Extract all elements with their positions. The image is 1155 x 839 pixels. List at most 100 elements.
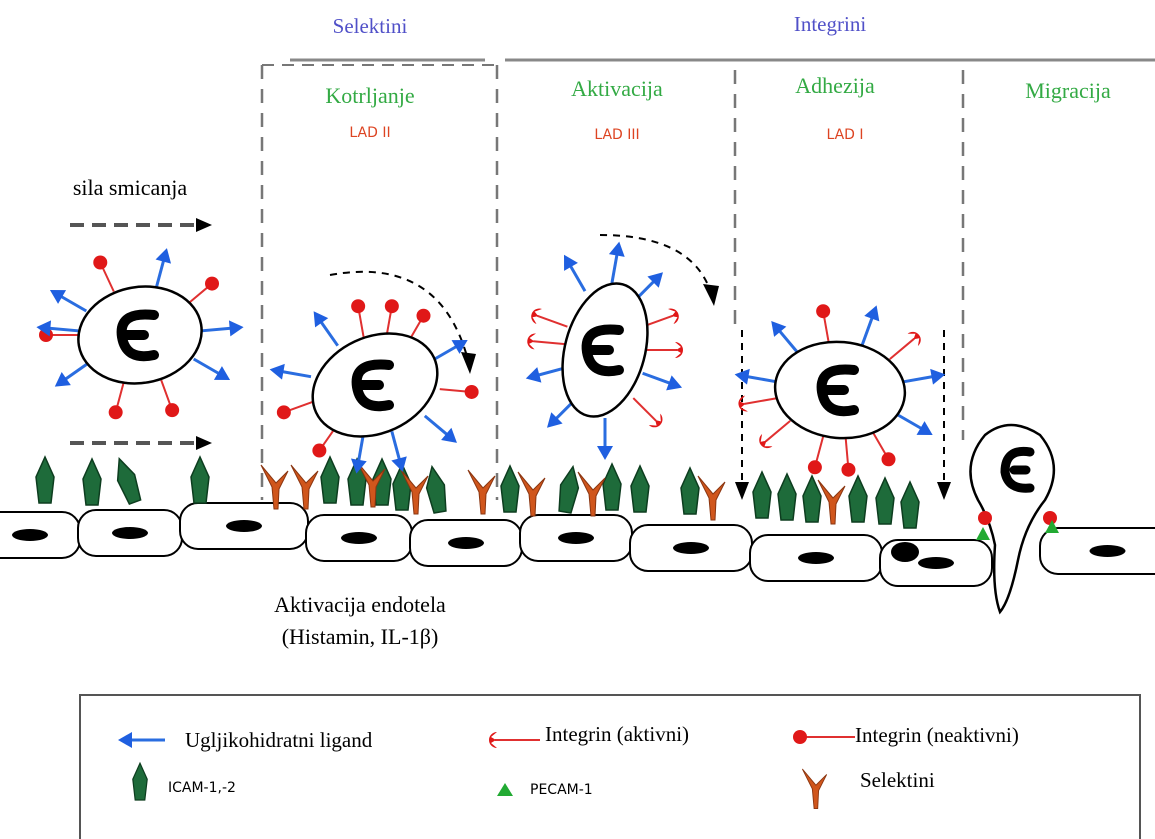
ligand-head	[269, 363, 285, 380]
integrin-active	[759, 434, 773, 449]
leukocyte	[36, 248, 244, 420]
ligand-stalk	[192, 357, 223, 377]
surface-receptors	[35, 455, 920, 529]
integrin-active	[738, 395, 748, 412]
ligand-head	[213, 366, 231, 380]
endothelium-note: (Histamin, IL-1β)	[282, 624, 439, 649]
cell-nucleus	[816, 364, 859, 417]
integrin-active	[648, 413, 663, 428]
stage-label: Aktivacija	[571, 76, 663, 101]
ligand-head	[451, 340, 468, 354]
integrin-inactive	[276, 405, 291, 420]
integrin-stalk	[632, 397, 657, 422]
arrow-head	[461, 352, 476, 374]
ligand-head	[228, 320, 244, 337]
icam	[900, 480, 920, 529]
pecam	[976, 527, 990, 540]
integrin-active	[527, 333, 536, 350]
integrin-inactive	[384, 299, 399, 314]
ligand-head	[350, 458, 367, 474]
selectin	[577, 471, 606, 517]
ligand-head	[916, 421, 933, 435]
disease-label: LAD III	[594, 127, 639, 143]
leukocytes	[36, 241, 1059, 615]
integrin-active	[978, 511, 992, 525]
ligand-head	[155, 248, 172, 264]
endothelium-note: Aktivacija endotela	[274, 592, 446, 617]
disease-label: LAD II	[349, 125, 390, 141]
ligand-head	[49, 290, 67, 304]
ligand-head	[54, 372, 71, 387]
integrin-inactive	[416, 308, 431, 323]
integrin-inactive	[816, 304, 831, 319]
integrin-stalk	[533, 340, 566, 346]
integrin-active	[907, 331, 921, 346]
selectin	[467, 469, 496, 515]
ligand-stalk	[279, 369, 312, 379]
icam	[35, 455, 55, 504]
arrow-head	[735, 482, 749, 500]
integrin-inactive	[205, 276, 220, 291]
stage-label: Migracija	[1025, 78, 1111, 103]
stage-label: Kotrljanje	[325, 83, 414, 108]
nucleus	[12, 529, 48, 541]
ligand-stalk	[318, 318, 339, 347]
ligand-head	[36, 320, 52, 337]
ligand-head	[771, 321, 787, 337]
arrow-head	[937, 482, 951, 500]
ligand-stalk	[390, 430, 402, 463]
leukocyte	[525, 241, 683, 460]
nucleus	[673, 542, 709, 554]
integrin-stalk	[744, 397, 777, 405]
group-label: Selektini	[333, 14, 408, 38]
integrin-active	[489, 732, 497, 748]
icam	[320, 455, 340, 504]
nucleus	[918, 557, 954, 569]
ligand-head	[930, 368, 946, 385]
nucleus	[226, 520, 262, 532]
integrin-stalk	[889, 337, 915, 360]
ligand-stalk	[895, 412, 925, 432]
stage-label: Adhezija	[795, 73, 875, 98]
cell-nucleus	[1000, 446, 1035, 493]
legend-label: PECAM-1	[530, 782, 593, 798]
legend-label: Ugljikohidratni ligand	[185, 728, 373, 752]
integrin-inactive	[807, 460, 822, 475]
selectin	[817, 479, 846, 525]
nucleus	[341, 532, 377, 544]
ligand-stalk	[57, 293, 88, 313]
integrin-inactive	[108, 405, 123, 420]
ligand-head	[547, 412, 563, 428]
ligand-head	[118, 732, 132, 748]
integrin-inactive	[93, 255, 108, 270]
cell-body	[969, 423, 1056, 615]
icam	[777, 472, 797, 521]
stage-dividers	[260, 65, 965, 500]
legend-label: Integrin (aktivni)	[545, 722, 689, 746]
ligand-stalk	[46, 326, 79, 333]
ligand-stalk	[744, 374, 777, 384]
icam	[752, 470, 772, 519]
ligand-stalk	[201, 326, 234, 333]
integrin-inactive	[793, 730, 807, 744]
flow-label: sila smicanja	[73, 175, 187, 200]
nucleus	[112, 527, 148, 539]
selectin	[290, 464, 319, 510]
integrin-stalk	[537, 314, 568, 328]
selectin	[400, 469, 429, 515]
icam	[848, 474, 868, 523]
selectin	[357, 462, 386, 508]
legend: Ugljikohidratni ligand Integrin (aktivni…	[118, 722, 1019, 810]
ligand-stalk	[423, 414, 451, 438]
icam	[425, 464, 447, 514]
ligand-stalk	[567, 262, 587, 292]
ligand-stalk	[62, 361, 91, 383]
arrow-head	[196, 218, 212, 232]
integrin-inactive	[464, 384, 479, 399]
integrin-inactive	[351, 299, 366, 314]
selectin	[260, 464, 289, 510]
icam	[500, 464, 520, 513]
ligand-head	[864, 305, 880, 322]
